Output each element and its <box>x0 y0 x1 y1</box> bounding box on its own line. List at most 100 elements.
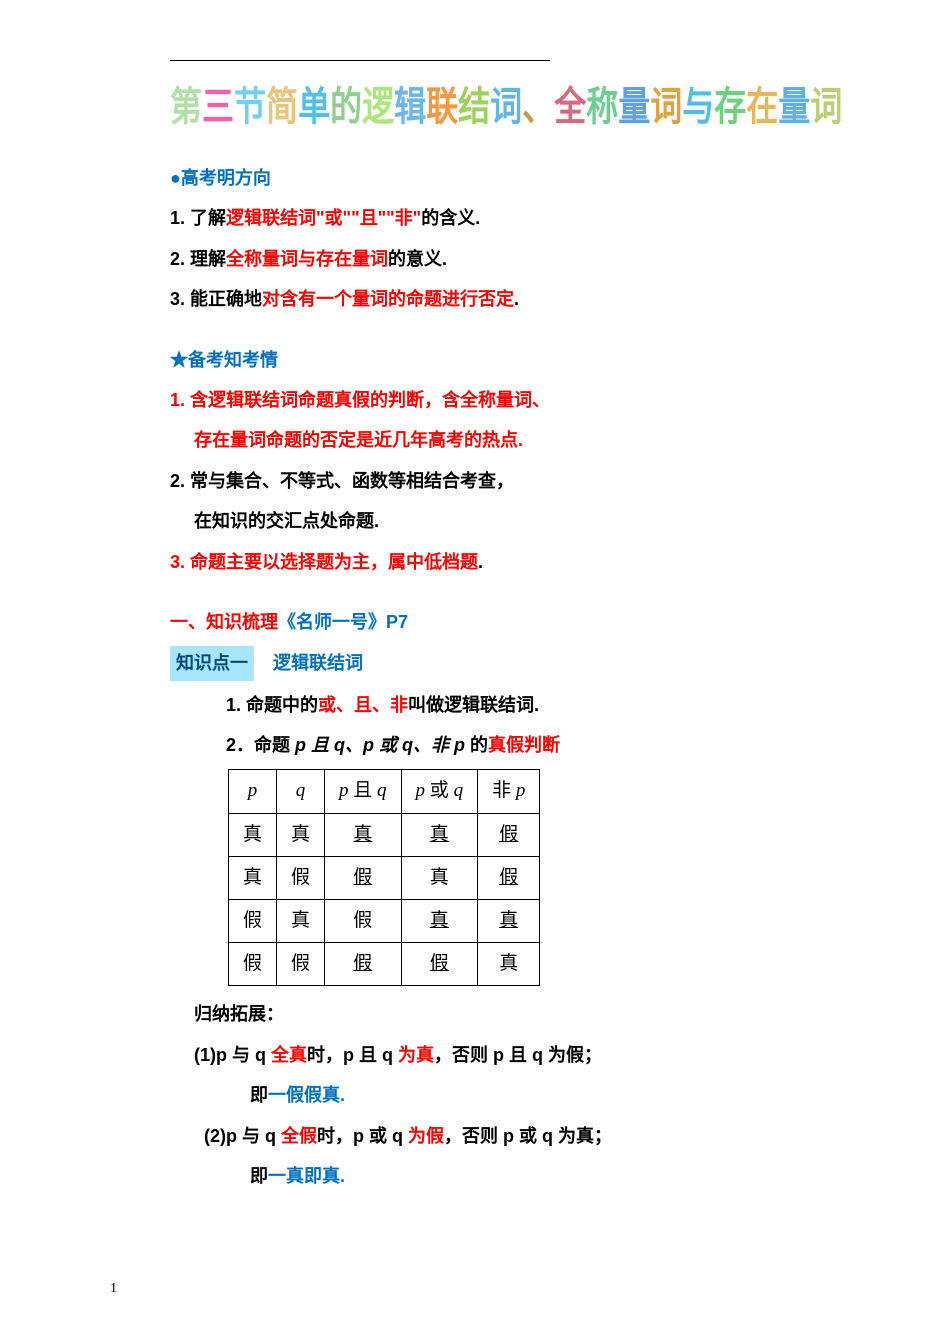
table-cell: 真 <box>401 900 478 943</box>
text: 2. 理解 <box>170 249 226 269</box>
text: 3. 命题主要以选择题为主，属中低档题 <box>170 552 478 572</box>
table-cell: 真 <box>478 900 540 943</box>
table-header-cell: p 或 q <box>401 770 478 813</box>
section1-list: 1. 了解逻辑联结词"或""且""非"的含义. 2. 理解全称量词与存在量词的意义… <box>170 202 825 315</box>
knowledge-point-badge: 知识点一 <box>170 646 254 680</box>
text: 在知识的交汇点处命题. <box>194 511 379 531</box>
table-cell: 假 <box>325 943 402 986</box>
hero-char: 与 <box>682 86 714 126</box>
section3-heading-red: 一、知识梳理 <box>170 612 278 632</box>
text: ，否则 p 且 q 为假； <box>434 1045 602 1065</box>
hero-char: 节 <box>234 86 266 126</box>
text: 为真 <box>398 1045 434 1065</box>
text: 1. 命题中的 <box>226 695 318 715</box>
summary-rule-1: (1)p 与 q 全真时，p 且 q 为真，否则 p 且 q 为假； <box>170 1039 825 1071</box>
section3-heading: 一、知识梳理《名师一号》P7 <box>170 606 825 638</box>
hero-char: 三 <box>202 86 234 126</box>
table-cell: 假 <box>401 943 478 986</box>
hero-char: 在 <box>746 86 778 126</box>
hero-char: 逻 <box>362 86 394 126</box>
text: 逻辑联结词"或""且""非" <box>226 208 421 228</box>
knowledge-point-row: 知识点一 逻辑联结词 <box>170 646 825 680</box>
text: 全称量词与存在量词 <box>226 249 388 269</box>
text: 存在量词命题的否定是近几年高考的热点. <box>194 430 523 450</box>
section2-item: 3. 命题主要以选择题为主，属中低档题. <box>170 546 825 578</box>
table-cell: 假 <box>229 943 277 986</box>
table-cell: 真 <box>401 856 478 899</box>
table-cell: 假 <box>478 813 540 856</box>
spacer <box>170 586 825 606</box>
text: 2．命题 <box>226 735 295 755</box>
section1-item: 3. 能正确地对含有一个量词的命题进行否定. <box>170 283 825 315</box>
text: 或、且、非 <box>318 695 408 715</box>
section2-item: 1. 含逻辑联结词命题真假的判断，含全称量词、 <box>170 384 825 416</box>
table-cell: 假 <box>229 900 277 943</box>
text: 即 <box>250 1166 268 1186</box>
hero-char: 词 <box>490 86 522 126</box>
text: 时，p 或 q <box>317 1126 408 1146</box>
table-cell: 真 <box>229 813 277 856</box>
text: 的意义. <box>388 249 447 269</box>
table-cell: 假 <box>478 856 540 899</box>
content-body: ●高考明方向 1. 了解逻辑联结词"或""且""非"的含义. 2. 理解全称量词与… <box>170 162 825 1192</box>
table-header-cell: p 且 q <box>325 770 402 813</box>
section2-item: 存在量词命题的否定是近几年高考的热点. <box>170 424 825 456</box>
text: 1. 了解 <box>170 208 226 228</box>
hero-char: 联 <box>426 86 458 126</box>
section2-item: 在知识的交汇点处命题. <box>170 505 825 537</box>
section1-title: ●高考明方向 <box>170 162 825 194</box>
table-cell: 假 <box>277 856 325 899</box>
spacer <box>170 324 825 344</box>
table-row: 假假假假真 <box>229 943 540 986</box>
summary-rule-2-tag: 即一真即真. <box>170 1160 825 1192</box>
section3-item1: 1. 命题中的或、且、非叫做逻辑联结词. <box>170 689 825 721</box>
section3-heading-blue: 《名师一号》P7 <box>278 612 408 632</box>
text: 时，p 且 q <box>307 1045 398 1065</box>
section2-title: ★备考知考情 <box>170 344 825 376</box>
text: 一假假真. <box>268 1085 345 1105</box>
table-cell: 真 <box>478 943 540 986</box>
table-cell: 真 <box>325 813 402 856</box>
text: 1. 含逻辑联结词命题真假的判断，含全称量词、 <box>170 390 550 410</box>
section2-item: 2. 常与集合、不等式、函数等相结合考查， <box>170 465 825 497</box>
section2-list: 1. 含逻辑联结词命题真假的判断，含全称量词、存在量词命题的否定是近几年高考的热… <box>170 384 825 578</box>
text: 即 <box>250 1085 268 1105</box>
text: 的 <box>470 735 488 755</box>
text: 的含义. <box>421 208 480 228</box>
hero-char: 辑 <box>394 86 426 126</box>
text: 2. 常与集合、不等式、函数等相结合考查， <box>170 471 514 491</box>
table-cell: 真 <box>229 856 277 899</box>
text: (2)p 与 q <box>204 1126 281 1146</box>
table-header-cell: 非 p <box>478 770 540 813</box>
text: 全真 <box>271 1045 307 1065</box>
hero-title: 第三节简单的逻辑联结词、全称量词与存在量词 <box>170 90 825 122</box>
hero-char: 词 <box>810 86 842 126</box>
truth-table: pqp 且 qp 或 q非 p真真真真假真假假真假假真假真真假假假假真 <box>228 769 540 986</box>
table-cell: 假 <box>325 900 402 943</box>
hero-char: 全 <box>554 86 586 126</box>
hero-char: 、 <box>522 86 554 126</box>
page-container: 第三节简单的逻辑联结词、全称量词与存在量词 ●高考明方向 1. 了解逻辑联结词"… <box>0 0 945 1337</box>
knowledge-point-title: 逻辑联结词 <box>273 653 363 673</box>
text: 3. 能正确地 <box>170 289 262 309</box>
text: ，否则 p 或 q 为真； <box>444 1126 612 1146</box>
section1-item: 1. 了解逻辑联结词"或""且""非"的含义. <box>170 202 825 234</box>
summary-rule-1-tag: 即一假假真. <box>170 1079 825 1111</box>
hero-char: 词 <box>650 86 682 126</box>
text: 一真即真. <box>268 1166 345 1186</box>
hero-char: 存 <box>714 86 746 126</box>
summary-title: 归纳拓展： <box>170 998 825 1030</box>
table-row: 假真假真真 <box>229 900 540 943</box>
text: 为假 <box>408 1126 444 1146</box>
text: . <box>478 552 483 572</box>
hero-char: 单 <box>298 86 330 126</box>
table-cell: 真 <box>277 813 325 856</box>
page-number: 1 <box>110 1276 117 1301</box>
text: 全假 <box>281 1126 317 1146</box>
hero-char: 第 <box>170 86 202 126</box>
text: . <box>514 289 519 309</box>
text: 对含有一个量词的命题进行否定 <box>262 289 514 309</box>
hero-char: 的 <box>330 86 362 126</box>
hero-char: 称 <box>586 86 618 126</box>
table-row: pqp 且 qp 或 q非 p <box>229 770 540 813</box>
